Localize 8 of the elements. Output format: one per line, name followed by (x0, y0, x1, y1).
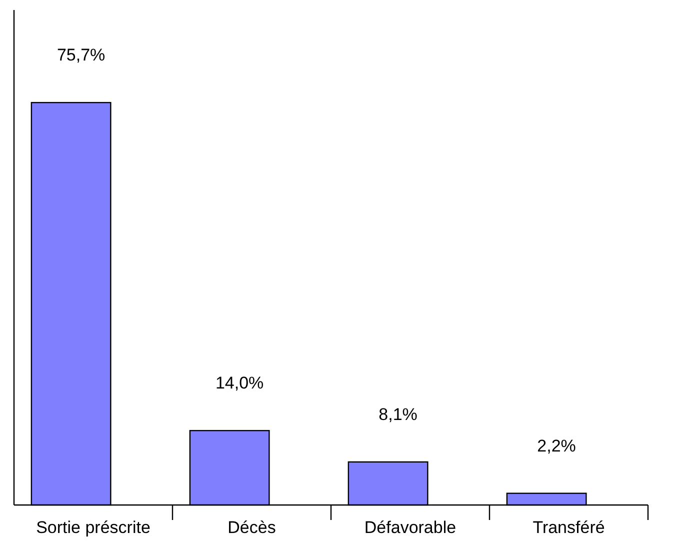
x-tick-label: Sortie préscrite (36, 518, 150, 537)
data-label: 8,1% (378, 404, 418, 424)
data-label: 2,2% (537, 436, 576, 456)
x-tick-label: Transféré (532, 518, 605, 537)
x-tick-label: Décès (228, 518, 276, 537)
data-label: 75,7% (56, 46, 106, 65)
data-label: 14,0% (215, 374, 264, 393)
x-tick-label: Défavorable (364, 518, 456, 537)
